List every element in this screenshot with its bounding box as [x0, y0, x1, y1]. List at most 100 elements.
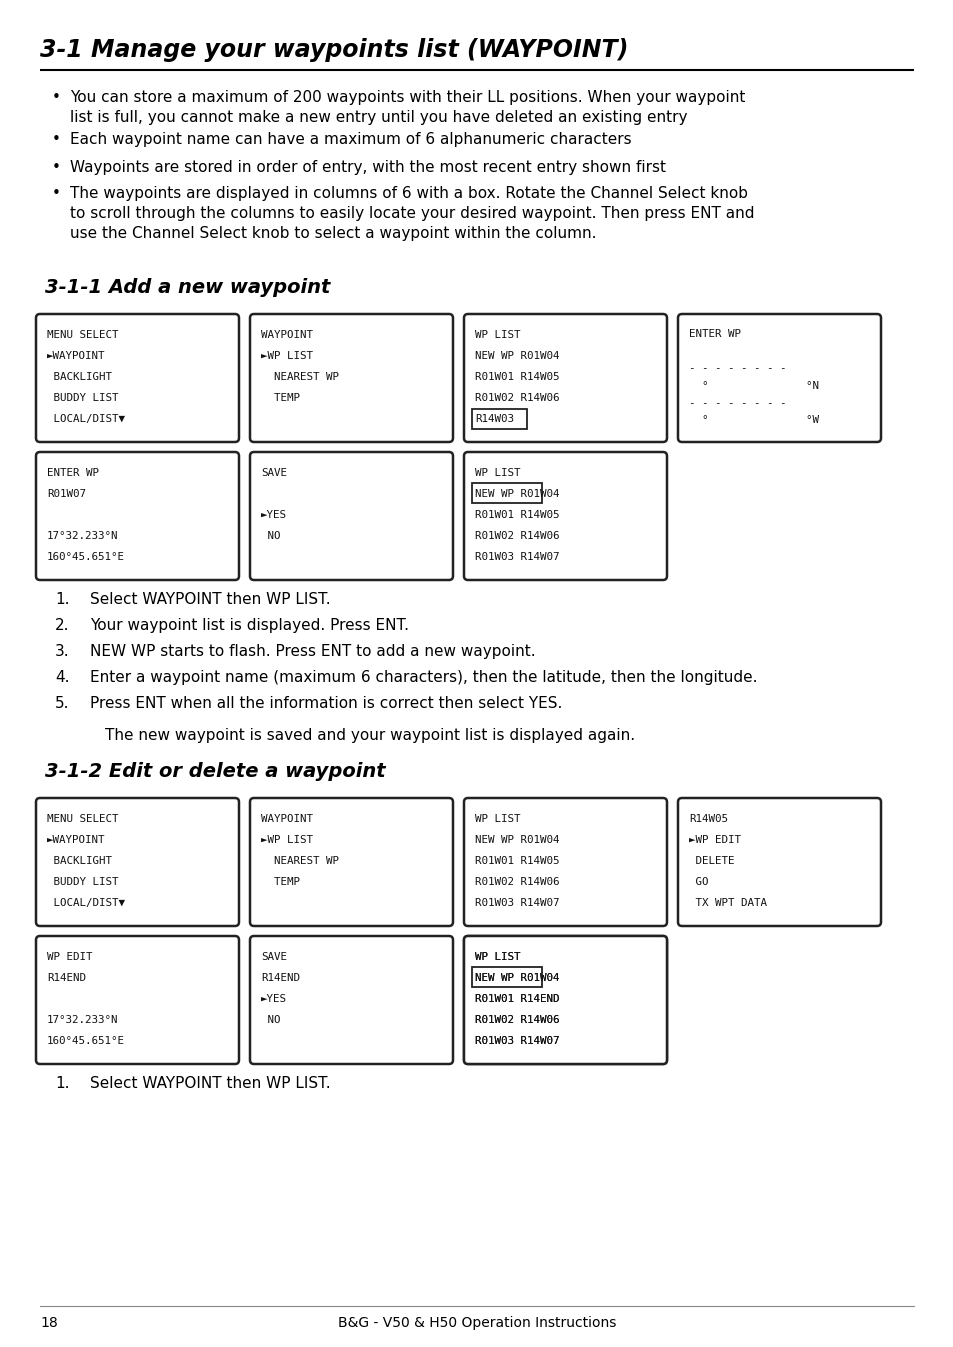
FancyBboxPatch shape [463, 936, 666, 1064]
Text: The new waypoint is saved and your waypoint list is displayed again.: The new waypoint is saved and your waypo… [105, 727, 635, 744]
Text: 5.: 5. [55, 696, 70, 711]
Text: WP LIST: WP LIST [475, 469, 520, 478]
Text: NEW WP R01W04: NEW WP R01W04 [475, 973, 558, 983]
Text: R01W01 R14W05: R01W01 R14W05 [475, 855, 558, 866]
Text: R01W01 R14W05: R01W01 R14W05 [475, 511, 558, 520]
Text: ►YES: ►YES [261, 511, 287, 520]
Text: •: • [52, 186, 61, 201]
Text: R01W03 R14W07: R01W03 R14W07 [475, 897, 558, 908]
Text: BUDDY LIST: BUDDY LIST [47, 393, 118, 403]
Text: 17°32.233°N: 17°32.233°N [47, 531, 118, 540]
Text: ENTER WP: ENTER WP [688, 329, 740, 339]
Text: R01W02 R14W06: R01W02 R14W06 [475, 393, 558, 403]
Text: BACKLIGHT: BACKLIGHT [47, 372, 112, 383]
FancyBboxPatch shape [463, 936, 666, 1064]
Text: Enter a waypoint name (maximum 6 characters), then the latitude, then the longit: Enter a waypoint name (maximum 6 charact… [90, 669, 757, 686]
Text: Waypoints are stored in order of entry, with the most recent entry shown first: Waypoints are stored in order of entry, … [70, 160, 665, 175]
Text: WAYPOINT: WAYPOINT [261, 815, 313, 824]
Text: 1.: 1. [55, 1076, 70, 1091]
Text: WP EDIT: WP EDIT [47, 952, 92, 962]
Text: ►WP LIST: ►WP LIST [261, 352, 313, 361]
Text: TEMP: TEMP [261, 877, 299, 886]
Text: NEW WP R01W04: NEW WP R01W04 [475, 489, 558, 500]
Text: You can store a maximum of 200 waypoints with their LL positions. When your wayp: You can store a maximum of 200 waypoints… [70, 90, 744, 125]
Text: LOCAL/DIST▼: LOCAL/DIST▼ [47, 897, 125, 908]
Text: WP LIST: WP LIST [475, 952, 520, 962]
Text: R01W03 R14W07: R01W03 R14W07 [475, 1036, 558, 1045]
Text: NEW WP starts to flash. Press ENT to add a new waypoint.: NEW WP starts to flash. Press ENT to add… [90, 644, 535, 659]
Text: ►YES: ►YES [261, 994, 287, 1004]
FancyBboxPatch shape [678, 314, 880, 442]
Text: NEAREST WP: NEAREST WP [261, 372, 338, 383]
Text: - - - - - - - -: - - - - - - - - [688, 399, 785, 408]
Text: 1.: 1. [55, 591, 70, 607]
Text: •: • [52, 132, 61, 147]
Text: 17°32.233°N: 17°32.233°N [47, 1014, 118, 1025]
Text: °               °N: ° °N [688, 381, 818, 391]
FancyBboxPatch shape [678, 797, 880, 925]
Text: R01W01 R14END: R01W01 R14END [475, 994, 558, 1004]
Text: R01W01 R14END: R01W01 R14END [475, 994, 558, 1004]
Text: ►WP EDIT: ►WP EDIT [688, 835, 740, 845]
Text: The waypoints are displayed in columns of 6 with a box. Rotate the Channel Selec: The waypoints are displayed in columns o… [70, 186, 754, 241]
Text: R01W07: R01W07 [47, 489, 86, 500]
Text: DELETE: DELETE [688, 855, 734, 866]
Text: Your waypoint list is displayed. Press ENT.: Your waypoint list is displayed. Press E… [90, 618, 409, 633]
Text: GO: GO [688, 877, 708, 886]
Text: 2.: 2. [55, 618, 70, 633]
Text: - - - - - - - -: - - - - - - - - [688, 364, 785, 373]
FancyBboxPatch shape [36, 797, 239, 925]
Text: 3-1-1 Add a new waypoint: 3-1-1 Add a new waypoint [45, 277, 330, 296]
FancyBboxPatch shape [36, 314, 239, 442]
FancyBboxPatch shape [463, 453, 666, 581]
Text: Each waypoint name can have a maximum of 6 alphanumeric characters: Each waypoint name can have a maximum of… [70, 132, 631, 147]
Bar [472, 484, 541, 502]
Text: 3-1-2 Edit or delete a waypoint: 3-1-2 Edit or delete a waypoint [45, 762, 385, 781]
Text: R01W03 R14W07: R01W03 R14W07 [475, 1036, 558, 1045]
Bar [472, 409, 526, 428]
Text: WP LIST: WP LIST [475, 952, 520, 962]
Text: BUDDY LIST: BUDDY LIST [47, 877, 118, 886]
Text: NEW WP R01W04: NEW WP R01W04 [475, 835, 558, 845]
Text: ►WAYPOINT: ►WAYPOINT [47, 835, 106, 845]
Bar [472, 967, 541, 987]
Text: B&G - V50 & H50 Operation Instructions: B&G - V50 & H50 Operation Instructions [337, 1316, 616, 1329]
Text: NEW WP R01W04: NEW WP R01W04 [475, 352, 558, 361]
Text: R01W02 R14W06: R01W02 R14W06 [475, 1014, 558, 1025]
FancyBboxPatch shape [36, 936, 239, 1064]
Text: MENU SELECT: MENU SELECT [47, 815, 118, 824]
Text: LOCAL/DIST▼: LOCAL/DIST▼ [47, 414, 125, 423]
Text: TEMP: TEMP [261, 393, 299, 403]
Text: R01W02 R14W06: R01W02 R14W06 [475, 1014, 558, 1025]
Text: R14W05: R14W05 [688, 815, 727, 824]
Text: Select WAYPOINT then WP LIST.: Select WAYPOINT then WP LIST. [90, 591, 331, 607]
Text: ENTER WP: ENTER WP [47, 469, 99, 478]
FancyBboxPatch shape [463, 314, 666, 442]
Text: NO: NO [261, 531, 280, 540]
Text: NEAREST WP: NEAREST WP [261, 855, 338, 866]
Text: 160°45.651°E: 160°45.651°E [47, 551, 125, 562]
Text: R14END: R14END [261, 973, 299, 983]
Text: •: • [52, 160, 61, 175]
Text: WP LIST: WP LIST [475, 330, 520, 341]
FancyBboxPatch shape [250, 936, 453, 1064]
Text: SAVE: SAVE [261, 469, 287, 478]
Text: NO: NO [261, 1014, 280, 1025]
Text: 18: 18 [40, 1316, 58, 1329]
Text: °               °W: ° °W [688, 415, 818, 426]
FancyBboxPatch shape [250, 314, 453, 442]
Text: R01W03 R14W07: R01W03 R14W07 [475, 551, 558, 562]
FancyBboxPatch shape [36, 453, 239, 581]
FancyBboxPatch shape [463, 797, 666, 925]
Text: WAYPOINT: WAYPOINT [261, 330, 313, 341]
Text: R01W01 R14W05: R01W01 R14W05 [475, 372, 558, 383]
Text: NEW WP R01W04: NEW WP R01W04 [475, 973, 558, 983]
Text: Press ENT when all the information is correct then select YES.: Press ENT when all the information is co… [90, 696, 561, 711]
Text: R01W02 R14W06: R01W02 R14W06 [475, 877, 558, 886]
Text: 3.: 3. [55, 644, 70, 659]
Text: BACKLIGHT: BACKLIGHT [47, 855, 112, 866]
Text: 160°45.651°E: 160°45.651°E [47, 1036, 125, 1045]
FancyBboxPatch shape [250, 453, 453, 581]
FancyBboxPatch shape [250, 797, 453, 925]
Text: 4.: 4. [55, 669, 70, 686]
